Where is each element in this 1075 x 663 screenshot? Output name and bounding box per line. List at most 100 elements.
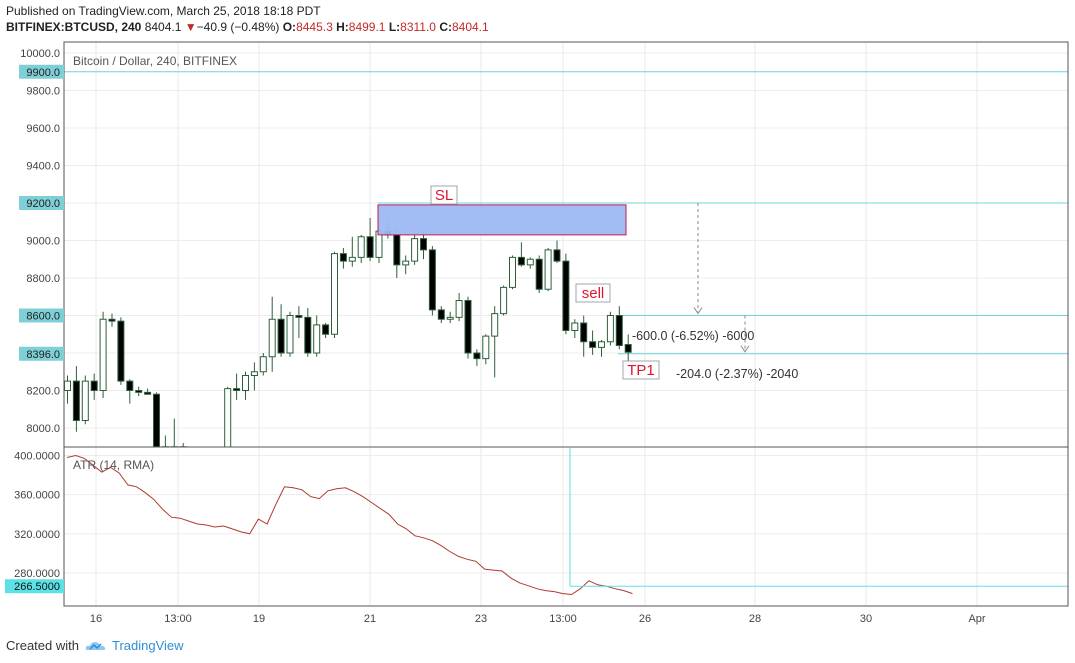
sl-label: SL bbox=[435, 187, 453, 204]
candle-body bbox=[198, 451, 204, 453]
level-badge bbox=[19, 346, 64, 361]
atr-tick-label: 280.0000 bbox=[14, 568, 60, 580]
down-arrow-icon: ▼ bbox=[184, 20, 197, 34]
arrow-down-icon bbox=[693, 307, 703, 315]
candle-body bbox=[339, 253, 347, 262]
time-axis[interactable]: 16 13:00 19 21 23 13:00 26 28 30 Apr bbox=[90, 613, 986, 625]
arrow-down-icon bbox=[740, 345, 750, 353]
candle-body bbox=[135, 390, 143, 393]
price-tick-label: 9400.0 bbox=[26, 161, 60, 173]
candle-body bbox=[207, 452, 213, 454]
open-label: O: bbox=[282, 20, 297, 34]
time-tick-label: 30 bbox=[860, 613, 872, 625]
candle-body bbox=[526, 258, 534, 266]
candle-body bbox=[509, 256, 516, 288]
time-tick-label: 16 bbox=[90, 613, 102, 625]
ohlc-line: BITFINEX:BTCUSD, 240 8404.1 ▼−40.9 (−0.4… bbox=[6, 19, 489, 35]
symbol-label: BITFINEX:BTCUSD, 240 bbox=[6, 20, 142, 34]
candle-body bbox=[81, 380, 89, 421]
candle-body bbox=[295, 315, 303, 318]
candle-body bbox=[108, 318, 116, 322]
candle-body bbox=[216, 451, 222, 455]
candle-body bbox=[72, 380, 80, 421]
price-tick-label: 9800.0 bbox=[26, 86, 60, 98]
sell-label-box bbox=[575, 283, 611, 303]
time-tick-label: Apr bbox=[968, 613, 985, 625]
candle-body bbox=[491, 313, 499, 337]
low-value: 8311.0 bbox=[400, 20, 436, 34]
time-tick-label: 13:00 bbox=[164, 613, 192, 625]
time-tick-label: 26 bbox=[639, 613, 651, 625]
candle-body bbox=[500, 286, 508, 315]
candle-body bbox=[250, 371, 258, 376]
pane-border bbox=[63, 41, 1069, 607]
candle-body bbox=[606, 315, 614, 343]
level-badge-label: 8396.0 bbox=[26, 349, 60, 361]
candle-body bbox=[268, 318, 276, 358]
candle-body bbox=[99, 318, 107, 391]
candle-body bbox=[357, 236, 365, 258]
close-label: C: bbox=[439, 20, 452, 34]
candle-body bbox=[90, 380, 98, 391]
price-axis[interactable]: 10000.0 9800.0 9600.0 9400.0 9000.0 8800.0 820… bbox=[5, 48, 64, 594]
time-tick-label: 13:00 bbox=[549, 613, 577, 625]
candles bbox=[64, 218, 632, 455]
candle-body bbox=[286, 315, 294, 354]
candle-body bbox=[322, 324, 330, 335]
candle-body bbox=[615, 315, 623, 346]
main-chart-title: Bitcoin / Dollar, 240, BITFINEX bbox=[73, 54, 237, 68]
candle-body bbox=[544, 249, 552, 290]
price-tick-label: 8200.0 bbox=[26, 386, 60, 398]
candle-body bbox=[411, 238, 419, 262]
time-tick-label: 21 bbox=[364, 613, 376, 625]
tp1-label-box bbox=[622, 360, 660, 380]
price-tick-label: 8800.0 bbox=[26, 273, 60, 285]
candle-body bbox=[535, 258, 543, 290]
candle-body bbox=[242, 375, 249, 391]
atr-tick-label: 400.0000 bbox=[14, 451, 60, 463]
chart-header: Published on TradingView.com, March 25, … bbox=[6, 3, 489, 35]
low-label: L: bbox=[388, 20, 401, 34]
candle-body bbox=[428, 249, 436, 311]
candle-body bbox=[589, 341, 597, 348]
atr-title: ATR (14, RMA) bbox=[73, 458, 154, 472]
tp-measure-label: -204.0 (-2.37%) -2040 bbox=[676, 367, 798, 381]
atr-tick-label: 320.0000 bbox=[14, 529, 60, 541]
created-with-label: Created with bbox=[6, 638, 79, 653]
candle-body bbox=[126, 380, 134, 391]
tradingview-brand: TradingView bbox=[111, 638, 184, 653]
price-change: −40.9 (−0.48%) bbox=[196, 20, 280, 34]
candle-body bbox=[517, 256, 525, 266]
candle-body bbox=[224, 388, 232, 447]
candle-body bbox=[153, 393, 160, 447]
candle-body bbox=[624, 344, 632, 353]
candle-body bbox=[464, 300, 472, 354]
level-badge bbox=[19, 64, 64, 79]
candle-body bbox=[482, 335, 490, 360]
candle-body bbox=[580, 322, 588, 343]
candle-body bbox=[402, 260, 410, 266]
candle-body bbox=[144, 391, 152, 395]
level-lines bbox=[64, 71, 1068, 355]
tp1-label: TP1 bbox=[627, 362, 655, 379]
candle-body bbox=[304, 316, 312, 354]
sl-label-box bbox=[430, 185, 458, 205]
time-tick-label: 28 bbox=[749, 613, 761, 625]
close-value: 8404.1 bbox=[451, 20, 489, 34]
candle-body bbox=[437, 309, 445, 320]
published-line: Published on TradingView.com, March 25, … bbox=[6, 4, 321, 18]
candle-body bbox=[562, 260, 570, 331]
tradingview-link[interactable]: TradingView bbox=[85, 637, 184, 655]
candle-body bbox=[331, 253, 338, 335]
time-tick-label: 23 bbox=[475, 613, 487, 625]
annotations[interactable]: SL sell TP1 -600.0 (-6.52%) -6000 -204.0 (-2… bbox=[377, 185, 798, 381]
high-value: 8499.1 bbox=[348, 20, 386, 34]
level-badge bbox=[19, 308, 64, 323]
atr-panel bbox=[66, 448, 1068, 596]
price-tick-label: 9600.0 bbox=[26, 123, 60, 135]
candle-body bbox=[393, 234, 401, 266]
candle-body bbox=[259, 356, 267, 373]
candle-body bbox=[598, 341, 605, 348]
open-value: 8445.3 bbox=[296, 20, 333, 34]
